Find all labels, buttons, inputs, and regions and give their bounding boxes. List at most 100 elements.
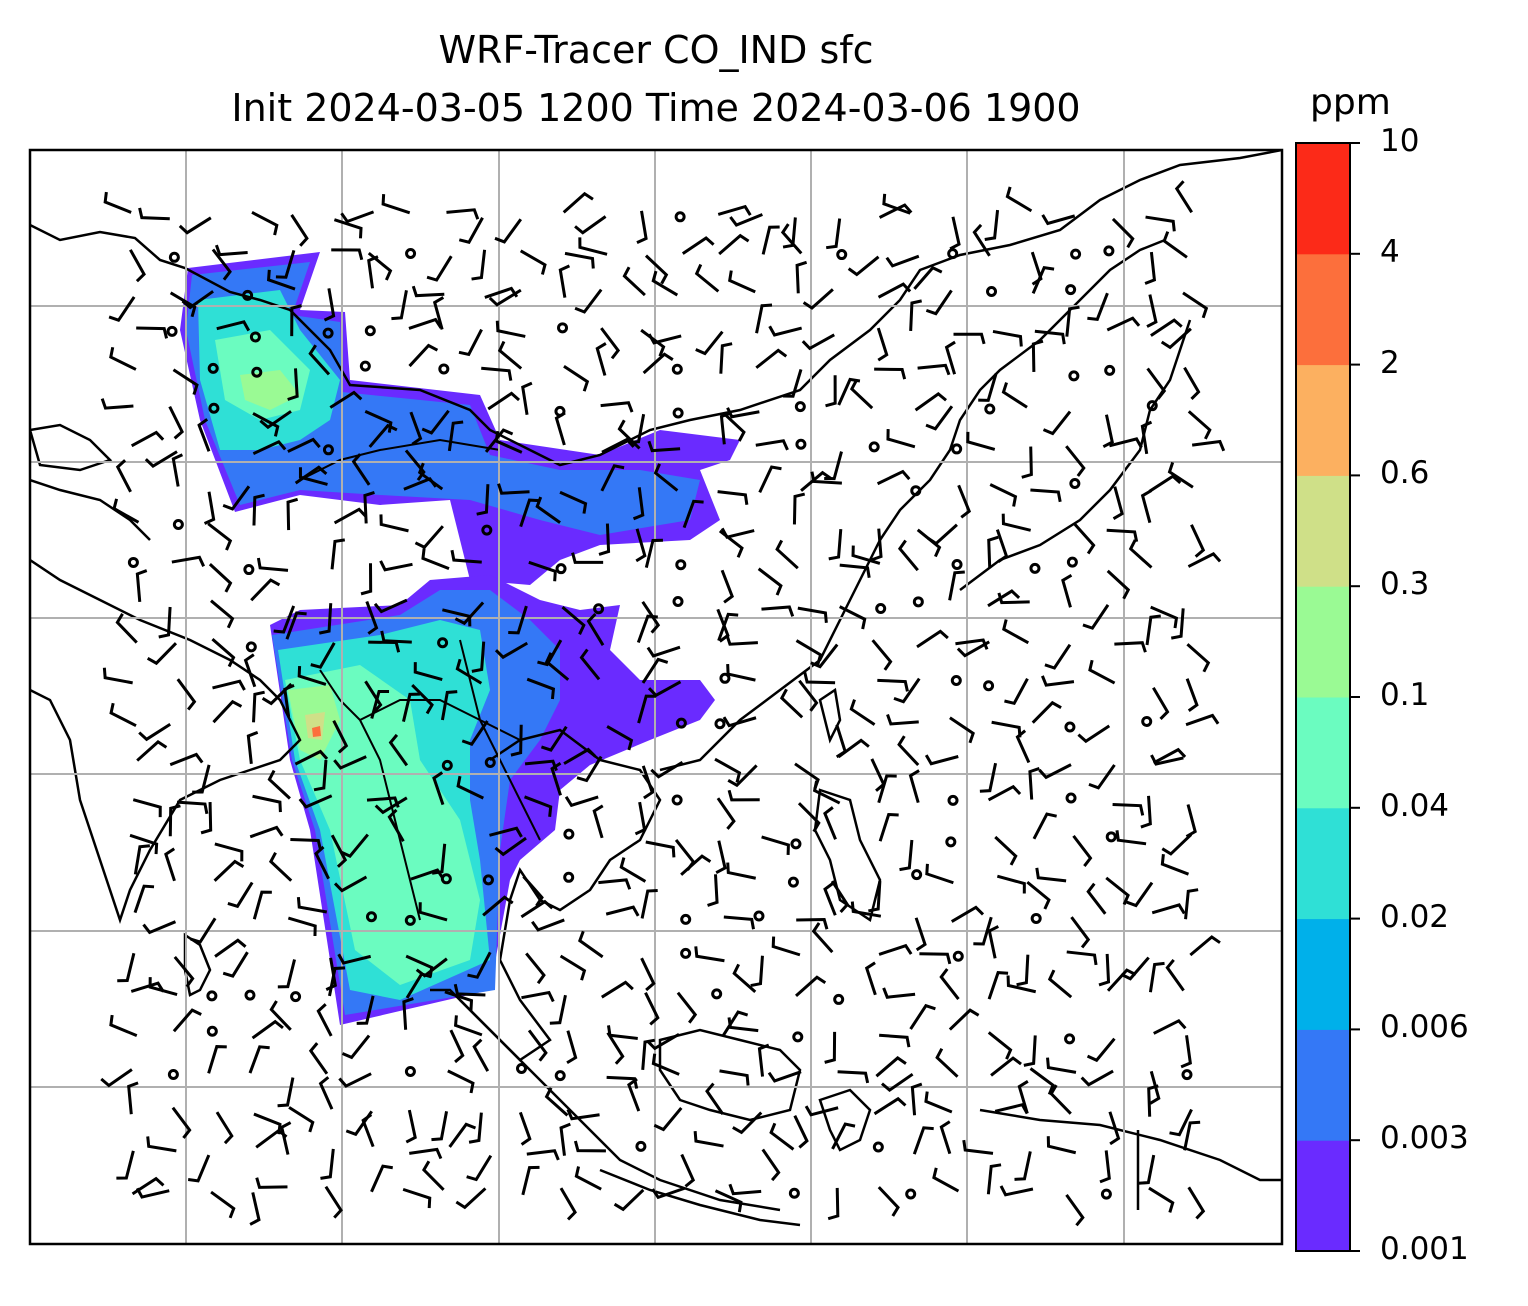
wind-barb	[962, 1139, 994, 1155]
wind-barb	[723, 915, 755, 930]
wind-barb	[1152, 747, 1187, 765]
wind-barb	[559, 1187, 577, 1221]
coastline-east-asia	[659, 238, 1166, 772]
wind-barb	[1065, 305, 1080, 337]
wind-barb	[987, 971, 1009, 1000]
wind-barb	[1086, 1037, 1116, 1063]
wind-barb	[112, 498, 140, 524]
wind-barb	[640, 888, 658, 919]
wind-barb	[549, 994, 567, 1025]
coastline-misc-2	[30, 478, 151, 541]
wind-barb	[987, 925, 999, 959]
colorbar-segment	[1296, 253, 1350, 366]
wind-barb	[573, 1140, 606, 1153]
wind-barb	[722, 716, 757, 728]
wind-barb	[949, 716, 975, 744]
wind-barb	[619, 857, 647, 883]
wind-barb	[795, 975, 827, 997]
wind-barb	[839, 563, 871, 579]
wind-barb	[725, 634, 758, 646]
calm-wind-marker	[290, 991, 302, 1003]
wind-barb	[360, 563, 373, 596]
wind-barb	[411, 684, 434, 715]
wind-barb	[453, 1015, 483, 1037]
wind-barb	[682, 499, 704, 529]
colorbar-tick-label: 0.3	[1380, 566, 1430, 603]
wind-barb	[519, 498, 540, 528]
wind-barb	[886, 714, 919, 726]
wind-barb	[432, 296, 445, 330]
wind-barb	[190, 917, 217, 944]
wind-barb	[987, 784, 1022, 802]
wind-barb	[1035, 867, 1067, 883]
wind-barb	[207, 1045, 227, 1074]
colorbar	[1296, 142, 1360, 1252]
wind-barb	[802, 288, 834, 310]
wind-barb	[563, 747, 597, 765]
wind-barb	[313, 759, 328, 792]
wind-barb	[644, 254, 669, 285]
wind-barb	[374, 796, 408, 815]
wind-barb	[471, 641, 486, 673]
wind-barb	[828, 529, 843, 561]
wind-barb	[987, 589, 1021, 608]
calm-wind-marker	[207, 362, 219, 374]
wind-barb	[563, 365, 590, 392]
wind-barb	[651, 1186, 686, 1200]
wind-barb	[210, 599, 235, 629]
coastline-borneo	[658, 1028, 802, 1122]
wind-barb	[769, 1122, 795, 1151]
wind-barb	[440, 690, 458, 721]
border-lines	[299, 438, 541, 921]
wind-barb	[849, 699, 876, 726]
wind-barb	[522, 875, 544, 907]
calm-wind-marker	[482, 874, 494, 886]
wind-barb	[405, 954, 434, 978]
calm-wind-marker	[833, 993, 845, 1005]
wind-barb	[402, 997, 414, 1030]
wind-barb	[559, 490, 588, 514]
calm-wind-marker	[1070, 248, 1082, 260]
wind-barb	[728, 1183, 762, 1196]
calm-wind-marker	[365, 911, 377, 923]
wind-barb	[949, 216, 961, 251]
wind-barb	[287, 368, 299, 401]
wind-barb	[750, 955, 764, 988]
calm-wind-marker	[945, 836, 957, 848]
tracer-plume-north-core	[186, 262, 700, 535]
wind-barb	[1049, 1084, 1072, 1115]
wind-barb	[827, 1187, 840, 1221]
calm-wind-marker	[951, 559, 963, 571]
wind-barb	[877, 678, 909, 692]
wind-barb	[356, 995, 375, 1025]
wind-barb	[1034, 329, 1066, 345]
wind-barb	[1182, 291, 1209, 319]
wind-barb	[102, 667, 133, 685]
wind-barb	[641, 601, 661, 634]
wind-barb	[601, 437, 635, 454]
wind-barb	[426, 255, 453, 282]
wind-barb	[252, 690, 265, 723]
wind-barb	[171, 1106, 192, 1139]
calm-wind-marker	[950, 675, 962, 687]
wind-barb	[1102, 414, 1114, 448]
calm-wind-marker	[244, 989, 256, 1001]
calm-wind-marker	[243, 564, 255, 576]
calm-wind-marker	[1066, 556, 1078, 568]
colorbar-segment	[1296, 364, 1350, 476]
wind-barb	[316, 1003, 333, 1037]
wind-barb	[249, 1192, 261, 1226]
calm-wind-marker	[167, 1068, 179, 1080]
calm-wind-marker	[672, 407, 684, 419]
calm-wind-marker	[787, 876, 799, 888]
calm-wind-marker	[947, 248, 959, 260]
wind-barb	[421, 409, 450, 435]
coastline-misc-1	[30, 423, 113, 472]
wind-barb	[285, 611, 307, 640]
wind-barb	[640, 328, 666, 357]
calm-wind-marker	[563, 871, 575, 883]
wind-barb	[521, 1165, 540, 1196]
wind-barb	[868, 880, 882, 913]
wind-barb	[714, 757, 742, 783]
wind-barb	[243, 653, 257, 688]
